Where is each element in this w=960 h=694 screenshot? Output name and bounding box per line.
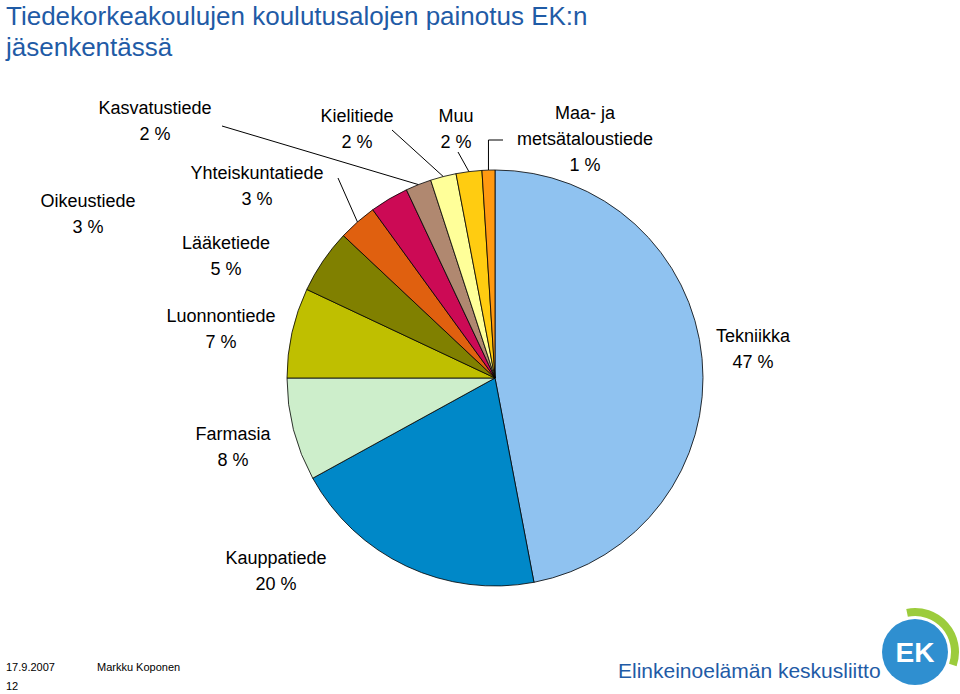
data-label: 2 %: [139, 124, 170, 144]
footer-date: 17.9.2007: [6, 661, 55, 673]
leader-line: [338, 178, 357, 222]
slice-label: Kasvatustiede: [98, 98, 211, 118]
leader-line: [458, 152, 469, 172]
data-label: 8 %: [217, 450, 248, 470]
pie: [287, 170, 703, 586]
data-label: 5 %: [210, 259, 241, 279]
slice-label: Muu: [438, 106, 473, 126]
logo-circle: [882, 619, 948, 685]
footer-author: Markku Koponen: [97, 661, 180, 673]
data-label: 3 %: [72, 217, 103, 237]
slice-label: Farmasia: [195, 424, 271, 444]
data-label: 2 %: [440, 132, 471, 152]
footer-page: 12: [6, 680, 18, 692]
chart: Tiedekorkeakoulujen koulutusalojen paino…: [0, 0, 960, 694]
slice: [482, 170, 495, 378]
slice: [287, 378, 495, 478]
slice-label: Tekniikka: [716, 326, 791, 346]
slice-label: Yhteiskuntatiede: [190, 163, 323, 183]
data-label: 7 %: [205, 332, 236, 352]
slice-label: Oikeustiede: [40, 191, 135, 211]
slice: [495, 170, 703, 582]
slice-label: Kielitiede: [320, 106, 393, 126]
leader-line: [222, 126, 418, 185]
labels: Tekniikka 47 % Kauppatiede 20 % Farmasia 8 % L…: [40, 98, 791, 594]
logo: EK: [882, 608, 959, 685]
slice-label: Maa- jametsätaloustiede: [517, 103, 653, 149]
leader-line: [488, 140, 503, 170]
leader-line: [392, 130, 443, 177]
data-label: 3 %: [241, 189, 272, 209]
slice: [456, 170, 495, 378]
slice-label: Luonnontiede: [166, 306, 275, 326]
footer-organization: Elinkeinoelämän keskusliitto: [618, 659, 881, 682]
slice-label: Lääketiede: [182, 233, 270, 253]
data-label: 2 %: [341, 132, 372, 152]
data-label: 47 %: [732, 352, 773, 372]
title: Tiedekorkeakoulujen koulutusalojen paino…: [5, 1, 588, 62]
logo-text: EK: [896, 637, 935, 668]
data-label: 1 %: [569, 155, 600, 175]
data-label: 20 %: [255, 574, 296, 594]
slice-label: Kauppatiede: [225, 548, 326, 568]
